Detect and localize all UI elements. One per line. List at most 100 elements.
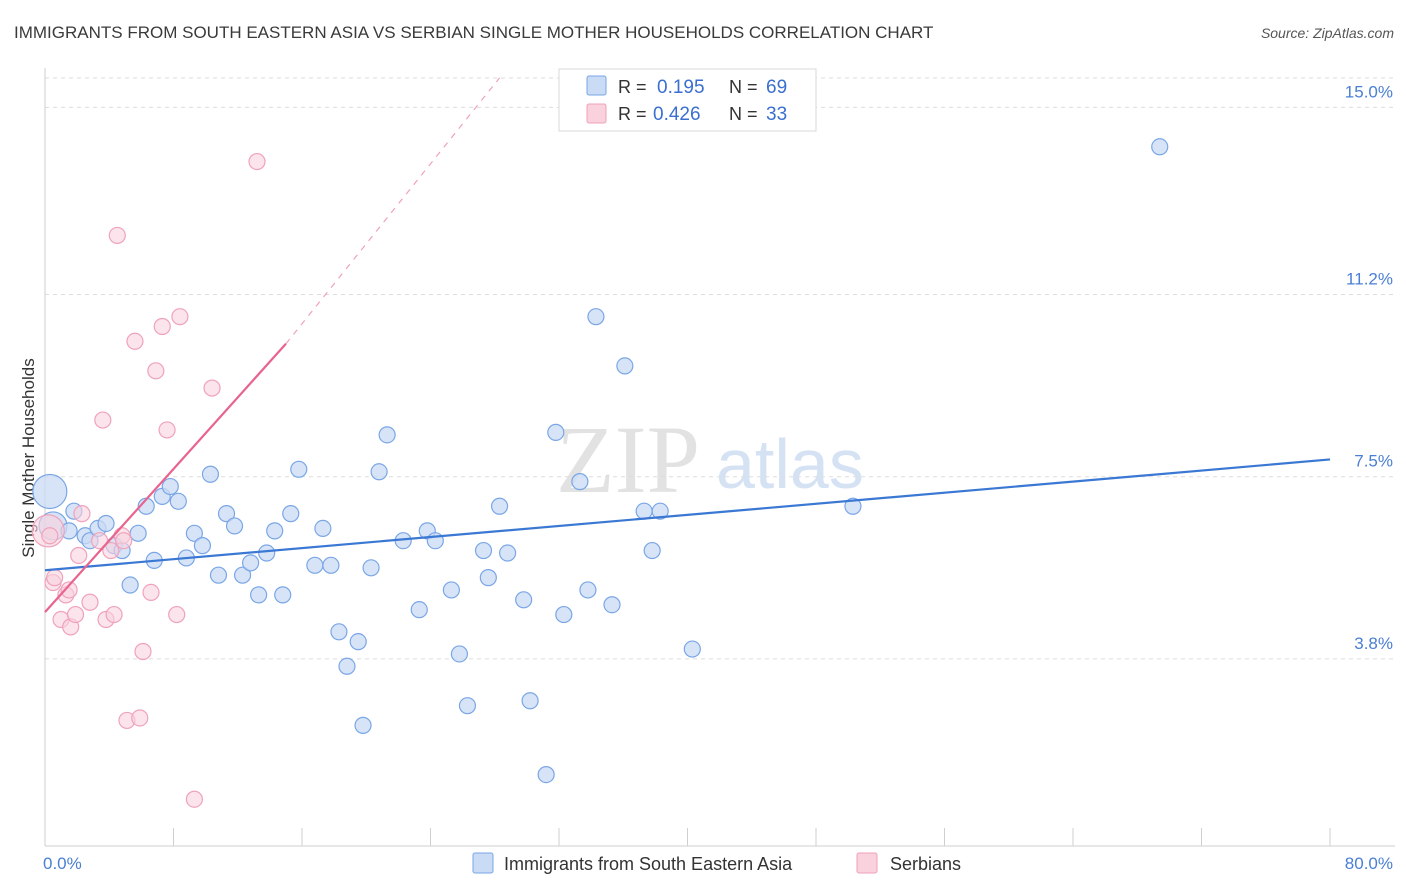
immigrants-point — [370, 463, 388, 481]
serbians-point — [91, 532, 109, 550]
immigrants-point — [314, 519, 332, 537]
serbians-point — [70, 546, 88, 565]
immigrants-point — [479, 569, 497, 587]
serbians-trend-line — [44, 343, 287, 613]
serbians-point — [203, 379, 221, 397]
serbians-point — [171, 308, 189, 326]
serbians-point — [131, 709, 149, 727]
immigrants-point — [490, 497, 509, 515]
stats-n-value-serbians: 33 — [766, 104, 787, 125]
serbians-point — [108, 226, 126, 245]
watermark-atlas: atlas — [716, 425, 864, 503]
immigrants-point — [32, 473, 68, 510]
serbians-point — [73, 505, 91, 523]
immigrants-point — [410, 601, 428, 619]
immigrants-point — [643, 541, 661, 560]
serbians-point — [105, 605, 123, 624]
immigrants-point — [250, 586, 268, 604]
stats-n-label-serbians: N = — [729, 104, 758, 124]
stats-r-label-immigrants: R = — [618, 77, 647, 97]
legend-swatch-immigrants — [472, 852, 494, 874]
serbians-point — [126, 332, 144, 350]
axes — [44, 68, 1395, 847]
immigrants-point — [555, 605, 573, 624]
serbians-point — [134, 642, 152, 661]
stats-swatch-immigrants — [586, 75, 607, 96]
immigrants-point — [442, 581, 460, 599]
immigrants-point — [499, 544, 517, 562]
serbians-point — [41, 527, 59, 545]
immigrants-point — [537, 766, 555, 784]
serbians-point — [81, 593, 99, 611]
immigrants-point — [338, 657, 356, 675]
immigrants-point — [349, 633, 367, 651]
stats-n-label-immigrants: N = — [729, 77, 758, 97]
serbians-point — [60, 581, 78, 599]
immigrants-point — [233, 566, 252, 584]
immigrants-point — [217, 505, 236, 523]
immigrants-point — [474, 541, 493, 560]
immigrants-point — [129, 524, 147, 542]
y-tick-labels: 3.8% 7.5% 11.2% 15.0% — [1345, 82, 1393, 652]
immigrants-point — [161, 477, 179, 496]
serbians-point — [46, 569, 64, 587]
stats-n-value-immigrants: 69 — [766, 77, 787, 98]
y-tick-label: 11.2% — [1346, 270, 1393, 289]
stats-r-value-immigrants: 0.195 — [657, 77, 705, 98]
y-tick-label: 15.0% — [1345, 82, 1393, 101]
immigrants-point — [521, 692, 539, 710]
immigrants-point — [169, 492, 187, 510]
immigrants-point — [209, 566, 228, 584]
serbians-point — [158, 421, 176, 439]
immigrants-point — [193, 537, 212, 555]
immigrants-point — [306, 556, 324, 574]
watermark-zip: ZIP — [556, 406, 700, 513]
x-axis-ticks — [44, 828, 1331, 846]
immigrants-point — [378, 426, 396, 444]
y-axis-label: Single Mother Households — [19, 358, 38, 557]
immigrants-point — [450, 645, 469, 663]
chart-source: Source: ZipAtlas.com — [1261, 25, 1394, 41]
serbians-point — [94, 411, 112, 429]
immigrants-point — [258, 544, 276, 562]
legend-label-serbians: Serbians — [890, 854, 961, 874]
serbians-point — [66, 605, 85, 624]
immigrants-point — [185, 524, 203, 542]
immigrants-point — [579, 581, 597, 599]
serbians-point — [102, 541, 120, 560]
immigrants-point — [571, 473, 589, 491]
chart-title: IMMIGRANTS FROM SOUTH EASTERN ASIA VS SE… — [14, 23, 933, 42]
series-serbians-points — [31, 152, 266, 808]
immigrants-point — [603, 596, 621, 614]
immigrants-point — [322, 556, 340, 574]
immigrants-point — [547, 423, 565, 441]
immigrants-point — [587, 308, 605, 326]
immigrants-point — [225, 517, 244, 535]
x-tick-max: 80.0% — [1345, 854, 1393, 873]
immigrants-point — [274, 586, 292, 604]
immigrants-point — [282, 505, 300, 523]
immigrants-point — [515, 591, 533, 609]
immigrants-point — [651, 502, 669, 520]
immigrants-point — [362, 559, 380, 577]
serbians-point — [115, 532, 133, 550]
trend-lines — [44, 77, 1331, 613]
immigrants-point — [354, 716, 372, 734]
legend-label-immigrants: Immigrants from South Eastern Asia — [504, 854, 793, 874]
immigrants-point — [1151, 138, 1169, 156]
y-tick-label: 3.8% — [1354, 634, 1393, 653]
immigrants-point — [97, 514, 115, 533]
serbians-point — [153, 317, 171, 336]
legend-swatch-serbians — [856, 852, 878, 874]
watermark: ZIP atlas — [556, 406, 864, 513]
stats-r-value-serbians: 0.426 — [653, 104, 701, 125]
y-tick-label: 7.5% — [1354, 452, 1393, 471]
series-legend: Immigrants from South Eastern Asia Serbi… — [472, 852, 961, 874]
immigrants-point — [844, 497, 862, 515]
immigrants-point — [121, 576, 139, 594]
serbians-point — [248, 152, 266, 171]
stats-legend: R = 0.195 N = 69 R = 0.426 N = 33 — [558, 68, 817, 132]
immigrants-point — [242, 554, 260, 572]
immigrants-point — [290, 460, 308, 478]
